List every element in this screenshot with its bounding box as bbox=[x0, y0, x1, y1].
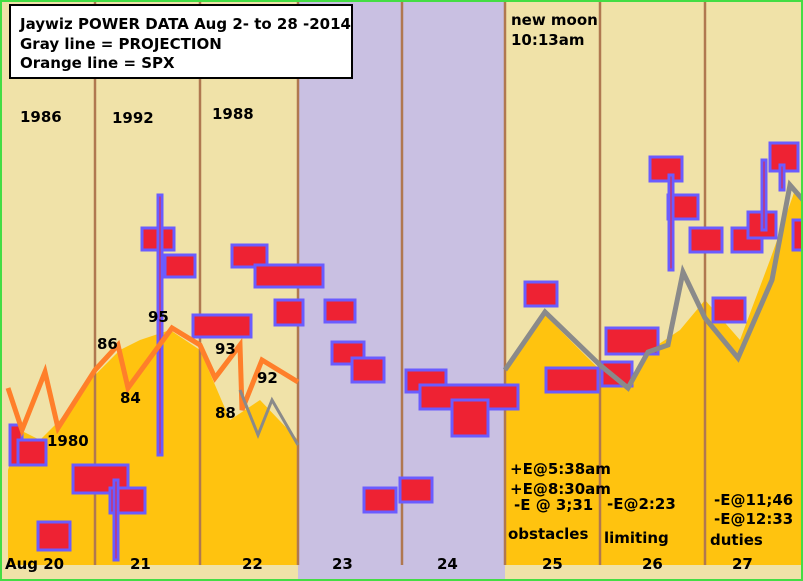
blob bbox=[667, 173, 675, 272]
year-label: 1988 bbox=[212, 105, 254, 123]
yellow-area bbox=[505, 190, 803, 565]
projection-line bbox=[502, 179, 803, 392]
blob bbox=[36, 520, 72, 552]
red-blobs bbox=[8, 141, 803, 562]
legend-text: Jaywiz POWER DATA Aug 2- to 28 -2014 bbox=[19, 15, 351, 33]
day-label: 21 bbox=[130, 555, 151, 573]
blob bbox=[253, 263, 325, 289]
legend-text: Gray line = PROJECTION bbox=[20, 35, 222, 53]
point-label: 95 bbox=[148, 308, 169, 326]
blob bbox=[191, 313, 253, 339]
blob bbox=[16, 438, 48, 467]
annotation: -E@11;46 bbox=[714, 491, 793, 509]
moon-label: new moon bbox=[511, 11, 598, 29]
day-label: Aug 20 bbox=[5, 555, 64, 573]
day-label: 26 bbox=[642, 555, 663, 573]
blob bbox=[398, 476, 434, 504]
annotation: limiting bbox=[604, 529, 669, 547]
blob bbox=[760, 158, 768, 232]
day-label: 23 bbox=[332, 555, 353, 573]
point-label: 88 bbox=[215, 404, 236, 422]
blob bbox=[791, 218, 803, 252]
annotation: +E@8:30am bbox=[510, 480, 611, 498]
day-label: 25 bbox=[542, 555, 563, 573]
legend-box bbox=[9, 4, 353, 79]
point-label: 86 bbox=[97, 335, 118, 353]
projection-line bbox=[238, 389, 300, 446]
blob bbox=[711, 296, 747, 324]
annotation: -E@12:33 bbox=[714, 510, 793, 528]
blob bbox=[778, 163, 786, 192]
blob bbox=[362, 486, 398, 514]
blob bbox=[544, 366, 600, 394]
point-label: 93 bbox=[215, 340, 236, 358]
blob bbox=[730, 226, 764, 254]
annotation: -E@2:23 bbox=[607, 495, 676, 513]
point-label: 92 bbox=[257, 369, 278, 387]
annotation: +E@5:38am bbox=[510, 460, 611, 478]
legend-text: Orange line = SPX bbox=[20, 54, 175, 72]
yellow-area bbox=[8, 330, 298, 565]
day-dividers bbox=[93, 0, 707, 565]
blob bbox=[350, 356, 386, 384]
day-label: 22 bbox=[242, 555, 263, 573]
spx-line bbox=[5, 324, 300, 438]
blob bbox=[163, 253, 197, 279]
year-label: 1986 bbox=[20, 108, 62, 126]
blob bbox=[688, 226, 724, 254]
moon-label: 10:13am bbox=[511, 31, 585, 49]
blob bbox=[600, 360, 634, 388]
year-label: 1980 bbox=[47, 432, 89, 450]
blob bbox=[230, 243, 269, 269]
day-label: 27 bbox=[732, 555, 753, 573]
blob bbox=[523, 280, 559, 308]
blob bbox=[323, 298, 357, 324]
annotation: duties bbox=[710, 531, 763, 549]
blob bbox=[156, 193, 164, 457]
blob bbox=[273, 298, 305, 327]
annotation: obstacles bbox=[508, 525, 588, 543]
day-label: 24 bbox=[437, 555, 458, 573]
blob bbox=[112, 478, 120, 562]
blob bbox=[450, 398, 490, 438]
point-label: 84 bbox=[120, 389, 141, 407]
annotation: -E @ 3;31 bbox=[514, 496, 593, 514]
blob bbox=[648, 155, 684, 183]
year-label: 1992 bbox=[112, 109, 154, 127]
